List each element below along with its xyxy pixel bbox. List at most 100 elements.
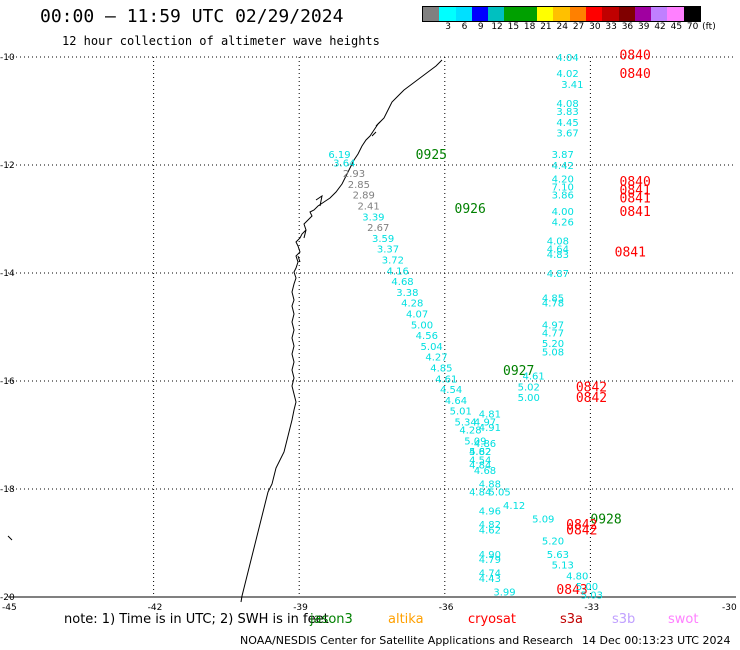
wave-height-value: 4.26 <box>552 218 574 229</box>
map-title: 00:00 – 11:59 UTC 02/29/2024 <box>40 6 344 27</box>
colorbar-swatch <box>651 7 668 21</box>
lon-tick-label: -42 <box>148 603 163 613</box>
colorbar-swatch <box>667 7 684 21</box>
pass-time-label: 0842 <box>576 380 607 395</box>
pass-time-label: 0841 <box>620 205 651 220</box>
wave-height-value: 4.43 <box>479 574 501 585</box>
colorbar-swatch <box>602 7 619 21</box>
map-subtitle: 12 hour collection of altimeter wave hei… <box>62 34 380 48</box>
lat-tick-label: -10 <box>0 53 15 63</box>
wave-height-value: 4.97 <box>542 320 564 331</box>
wave-height-value: 2.67 <box>367 223 389 234</box>
lon-tick-label: -33 <box>584 603 599 613</box>
wave-height-value: 5.09 <box>464 436 486 447</box>
wave-height-value: 5.00 <box>411 320 433 331</box>
pass-time-label: 0840 <box>620 67 651 82</box>
wave-height-value: 3.64 <box>333 158 355 169</box>
wave-height-value: 4.87 <box>547 269 569 280</box>
pass-time-label: 0840 <box>620 48 651 63</box>
wave-height-value: 2.41 <box>357 202 379 213</box>
colorbar-label: 15 <box>507 22 520 32</box>
colorbar-swatch <box>634 7 652 21</box>
wave-height-value: 4.68 <box>474 466 496 477</box>
colorbar-label: 27 <box>572 22 585 32</box>
colorbar-label: 18 <box>523 22 536 32</box>
colorbar-swatch <box>455 7 472 21</box>
colorbar-swatch <box>439 7 456 21</box>
wave-height-value: 4.28 <box>459 426 481 437</box>
wave-height-value: 4.08 <box>556 99 578 110</box>
wave-height-value: 5.13 <box>552 561 574 572</box>
wave-height-value: 4.42 <box>552 161 574 172</box>
wave-height-value: 5.34 <box>455 418 477 429</box>
wave-height-value: 4.74 <box>479 569 501 580</box>
pass-time-label: 0928 <box>590 513 621 528</box>
pass-time-label: 0926 <box>455 202 486 217</box>
colorbar-swatch <box>471 7 489 21</box>
colorbar-label: 33 <box>605 22 617 32</box>
lat-tick-label: -12 <box>0 161 15 171</box>
colorbar-label: (ft) <box>702 22 716 32</box>
colorbar-swatch <box>423 7 440 21</box>
wave-height-value: 5.00 <box>518 393 540 404</box>
wave-height-value: 5.03 <box>581 590 603 601</box>
wave-height-value: 4.07 <box>406 310 428 321</box>
wave-height-value: 4.90 <box>479 550 501 561</box>
wave-height-value: 2.85 <box>348 180 370 191</box>
wave-height-value: 4.61 <box>522 372 544 383</box>
wave-height-value: 4.54 <box>469 455 491 466</box>
pass-time-label: 0842 <box>566 524 597 539</box>
colorbar-label: 30 <box>589 22 601 32</box>
wave-height-value: 3.37 <box>377 245 399 256</box>
pass-time-label: 0927 <box>503 364 534 379</box>
lat-tick-label: -20 <box>0 593 15 603</box>
pass-time-label: 0841 <box>615 245 646 260</box>
colorbar-label: 42 <box>654 22 666 32</box>
pass-time-label: 0840 <box>620 175 651 190</box>
wave-height-value: 5.02 <box>518 382 540 393</box>
wave-height-value: 4.12 <box>503 501 525 512</box>
wave-height-value: 4.85 <box>430 364 452 375</box>
wave-height-value: 3.38 <box>396 288 418 299</box>
wave-height-value: 5.01 <box>450 407 472 418</box>
wave-height-labels: 4.044.023.414.083.834.453.673.874.424.20… <box>328 53 603 601</box>
satellite-legend-item: jason3 <box>310 612 353 627</box>
coastline <box>240 59 443 603</box>
wave-height-value: 3.41 <box>561 80 583 91</box>
wave-height-value: 4.83 <box>547 250 569 261</box>
lon-tick-label: -39 <box>293 603 308 613</box>
wave-height-value: 5.04 <box>421 342 443 353</box>
colorbar-swatch <box>585 7 603 21</box>
wave-height-value: 4.78 <box>542 299 564 310</box>
lat-tick-label: -16 <box>0 377 15 387</box>
wave-height-value: 3.67 <box>556 129 578 140</box>
wave-height-value: 4.97 <box>474 418 496 429</box>
colorbar-label: 6 <box>461 22 468 32</box>
wave-height-value: 4.84 <box>469 461 491 472</box>
note-text: note: 1) Time is in UTC; 2) SWH is in fe… <box>64 612 329 627</box>
colorbar-label: 9 <box>477 22 484 32</box>
pass-time-label: 0841 <box>620 191 651 206</box>
wave-height-value: 4.82 <box>479 520 501 531</box>
wave-height-value: 5.20 <box>542 339 564 350</box>
colorbar-swatch <box>488 7 505 21</box>
wave-height-value: 4.68 <box>391 277 413 288</box>
wave-height-value: 4.64 <box>547 245 569 256</box>
colorbar-swatch <box>618 7 635 21</box>
pass-time-label: 0843 <box>556 583 587 598</box>
satellite-legend-item: altika <box>388 612 424 627</box>
pass-time-label: 0925 <box>416 148 447 163</box>
colorbar-label: 70 <box>686 22 699 32</box>
wave-height-value: 5.05 <box>488 488 510 499</box>
wave-height-value: 5.09 <box>532 515 554 526</box>
coast-islands <box>7 121 381 541</box>
wave-height-value: 3.86 <box>552 191 574 202</box>
wave-height-value: 4.00 <box>552 207 574 218</box>
wave-height-value: 4.77 <box>542 328 564 339</box>
wave-height-value: 4.16 <box>387 266 409 277</box>
footer-credit: NOAA/NESDIS Center for Satellite Applica… <box>240 634 574 647</box>
lon-tick-label: -45 <box>2 603 17 613</box>
wave-height-value: 4.20 <box>552 175 574 186</box>
colorbar-swatch <box>504 7 521 21</box>
